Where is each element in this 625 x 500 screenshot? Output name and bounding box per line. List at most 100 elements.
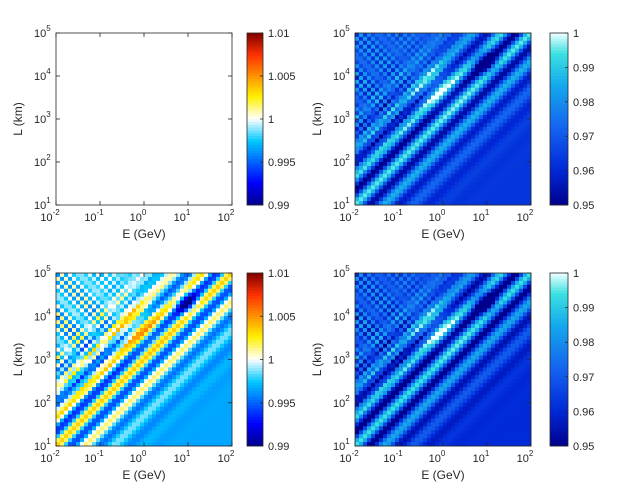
heatmap-cell <box>116 375 121 380</box>
heatmap-cell <box>359 91 364 96</box>
heatmap-cell <box>375 394 380 400</box>
heatmap-cell <box>379 442 384 447</box>
heatmap-cell <box>451 169 456 175</box>
heatmap-cell <box>399 60 404 65</box>
x-tick-label: 10-1 <box>383 208 403 224</box>
heatmap-cell <box>407 40 412 46</box>
heatmap-cell <box>507 173 512 179</box>
heatmap-cell <box>419 91 424 96</box>
heatmap-cell <box>88 331 93 337</box>
heatmap-cell <box>64 284 69 290</box>
heatmap-cell <box>511 87 516 93</box>
heatmap-cell <box>403 165 408 171</box>
heatmap-cell <box>367 284 372 290</box>
heatmap-cell <box>395 300 400 305</box>
heatmap-cell <box>527 115 532 120</box>
heatmap-cell <box>200 300 205 305</box>
heatmap-cell <box>228 394 233 400</box>
colorbar-swatch <box>247 342 263 346</box>
heatmap-cell <box>411 426 416 431</box>
heatmap-bottom-right <box>355 273 532 447</box>
heatmap-cell <box>443 76 448 81</box>
heatmap-cell <box>379 390 384 396</box>
heatmap-cell <box>403 371 408 376</box>
colorbar-swatch <box>247 391 263 395</box>
heatmap-cell <box>391 296 396 301</box>
heatmap-cell <box>523 189 528 194</box>
heatmap-cell <box>56 402 61 408</box>
heatmap-cell <box>435 56 440 61</box>
heatmap-cell <box>447 193 452 198</box>
heatmap-cell <box>168 347 173 353</box>
heatmap-cell <box>419 288 424 294</box>
heatmap-cell <box>128 339 133 345</box>
heatmap-cell <box>367 383 372 388</box>
heatmap-cell <box>499 150 504 155</box>
heatmap-cell <box>192 308 197 313</box>
heatmap-cell <box>220 339 225 345</box>
heatmap-cell <box>407 394 412 400</box>
heatmap-cell <box>72 402 77 408</box>
heatmap-cell <box>192 280 197 286</box>
heatmap-cell <box>487 158 492 163</box>
heatmap-cell <box>507 126 512 132</box>
heatmap-cell <box>375 103 380 108</box>
heatmap-cell <box>479 87 484 93</box>
heatmap-cell <box>132 351 137 356</box>
heatmap-cell <box>451 56 456 61</box>
heatmap-cell <box>92 363 97 368</box>
heatmap-cell <box>132 414 137 419</box>
heatmap-cell <box>136 288 141 294</box>
heatmap-cell <box>419 177 424 182</box>
heatmap-cell <box>363 154 368 159</box>
heatmap-cell <box>423 308 428 313</box>
heatmap-cell <box>84 402 89 408</box>
heatmap-cell <box>144 280 149 286</box>
heatmap-cell <box>152 363 157 368</box>
heatmap-cell <box>124 347 129 353</box>
heatmap-cell <box>88 280 93 286</box>
heatmap-cell <box>204 335 209 341</box>
heatmap-cell <box>152 402 157 408</box>
heatmap-cell <box>228 296 233 301</box>
heatmap-cell <box>431 134 436 139</box>
heatmap-cell <box>132 300 137 305</box>
heatmap-cell <box>100 355 105 360</box>
heatmap-cell <box>104 402 109 408</box>
heatmap-cell <box>479 33 484 38</box>
colorbar-tick-label: 0.995 <box>268 398 296 410</box>
colorbar-swatch <box>550 190 568 194</box>
heatmap-cell <box>172 387 177 392</box>
heatmap-cell <box>192 276 197 282</box>
heatmap-cell <box>415 169 420 175</box>
colorbar-swatch <box>550 116 568 120</box>
heatmap-cell <box>371 296 376 301</box>
heatmap-cell <box>363 308 368 313</box>
heatmap-cell <box>120 390 125 396</box>
heatmap-cell <box>427 111 432 116</box>
heatmap-cell <box>367 95 372 100</box>
heatmap-cell <box>136 328 141 333</box>
heatmap-cell <box>355 343 360 349</box>
heatmap-cell <box>371 355 376 360</box>
heatmap-cell <box>228 402 233 408</box>
heatmap-cell <box>359 324 364 329</box>
heatmap-cell <box>379 359 384 364</box>
heatmap-cell <box>415 173 420 179</box>
heatmap-cell <box>435 181 440 186</box>
heatmap-cell <box>124 284 129 290</box>
heatmap-cell <box>483 72 488 77</box>
heatmap-cell <box>423 414 428 419</box>
heatmap-cell <box>487 115 492 120</box>
heatmap-cell <box>204 430 209 435</box>
heatmap-cell <box>383 300 388 305</box>
heatmap-cell <box>68 347 73 353</box>
heatmap-cell <box>136 442 141 447</box>
heatmap-cell <box>523 177 528 182</box>
heatmap-cell <box>172 367 177 372</box>
heatmap-cell <box>359 76 364 81</box>
heatmap-cell <box>467 40 472 46</box>
colorbar-swatch <box>247 333 263 337</box>
heatmap-cell <box>212 406 217 412</box>
